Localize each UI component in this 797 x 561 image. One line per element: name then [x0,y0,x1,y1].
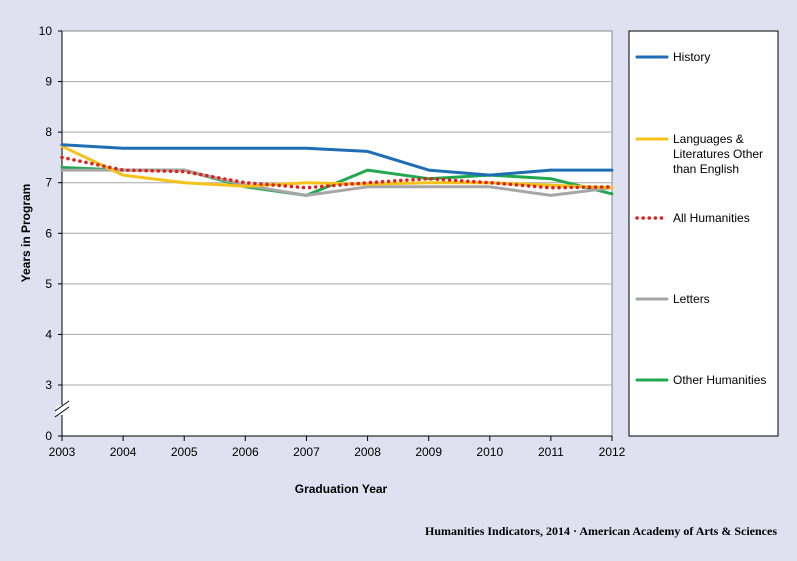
y-axis-title: Years in Program [19,184,33,283]
x-tick-label: 2012 [599,445,626,459]
y-tick-label: 5 [45,277,52,291]
y-tick-label: 9 [45,75,52,89]
series-line-languages-literatures-other-than-english [60,144,614,190]
x-tick-label: 2004 [110,445,137,459]
legend-label: Letters [673,292,710,306]
axis-break-mark [54,406,70,418]
y-tick-label: 8 [45,125,52,139]
legend-label: Languages & [673,132,744,146]
legend-label: All Humanities [673,211,750,225]
y-tick-label: 0 [45,429,52,443]
source-credit: Humanities Indicators, 2014 · American A… [425,524,777,538]
legend-box [628,30,779,437]
legend-label: History [673,50,710,64]
y-tick-label: 7 [45,176,52,190]
x-tick-label: 2011 [538,445,564,459]
x-tick-label: 2006 [232,445,259,459]
x-axis-title: Graduation Year [295,482,388,496]
y-tick-label: 3 [45,378,52,392]
x-tick-label: 2008 [354,445,381,459]
x-tick-label: 2010 [476,445,503,459]
legend-label: Literatures Other [673,147,763,161]
series-line-history [60,143,614,177]
x-tick-label: 2009 [415,445,442,459]
series-line-all-humanities [60,155,614,190]
axis-break-gap [56,405,68,415]
legend-label: than English [673,162,739,176]
x-tick-label: 2003 [49,445,76,459]
axis-break-mark [54,400,70,412]
y-tick-label: 4 [45,327,52,341]
y-tick-label: 6 [45,226,52,240]
x-tick-label: 2005 [171,445,198,459]
y-tick-label: 10 [39,24,53,38]
legend-label: Other Humanities [673,373,766,387]
x-tick-label: 2007 [293,445,320,459]
